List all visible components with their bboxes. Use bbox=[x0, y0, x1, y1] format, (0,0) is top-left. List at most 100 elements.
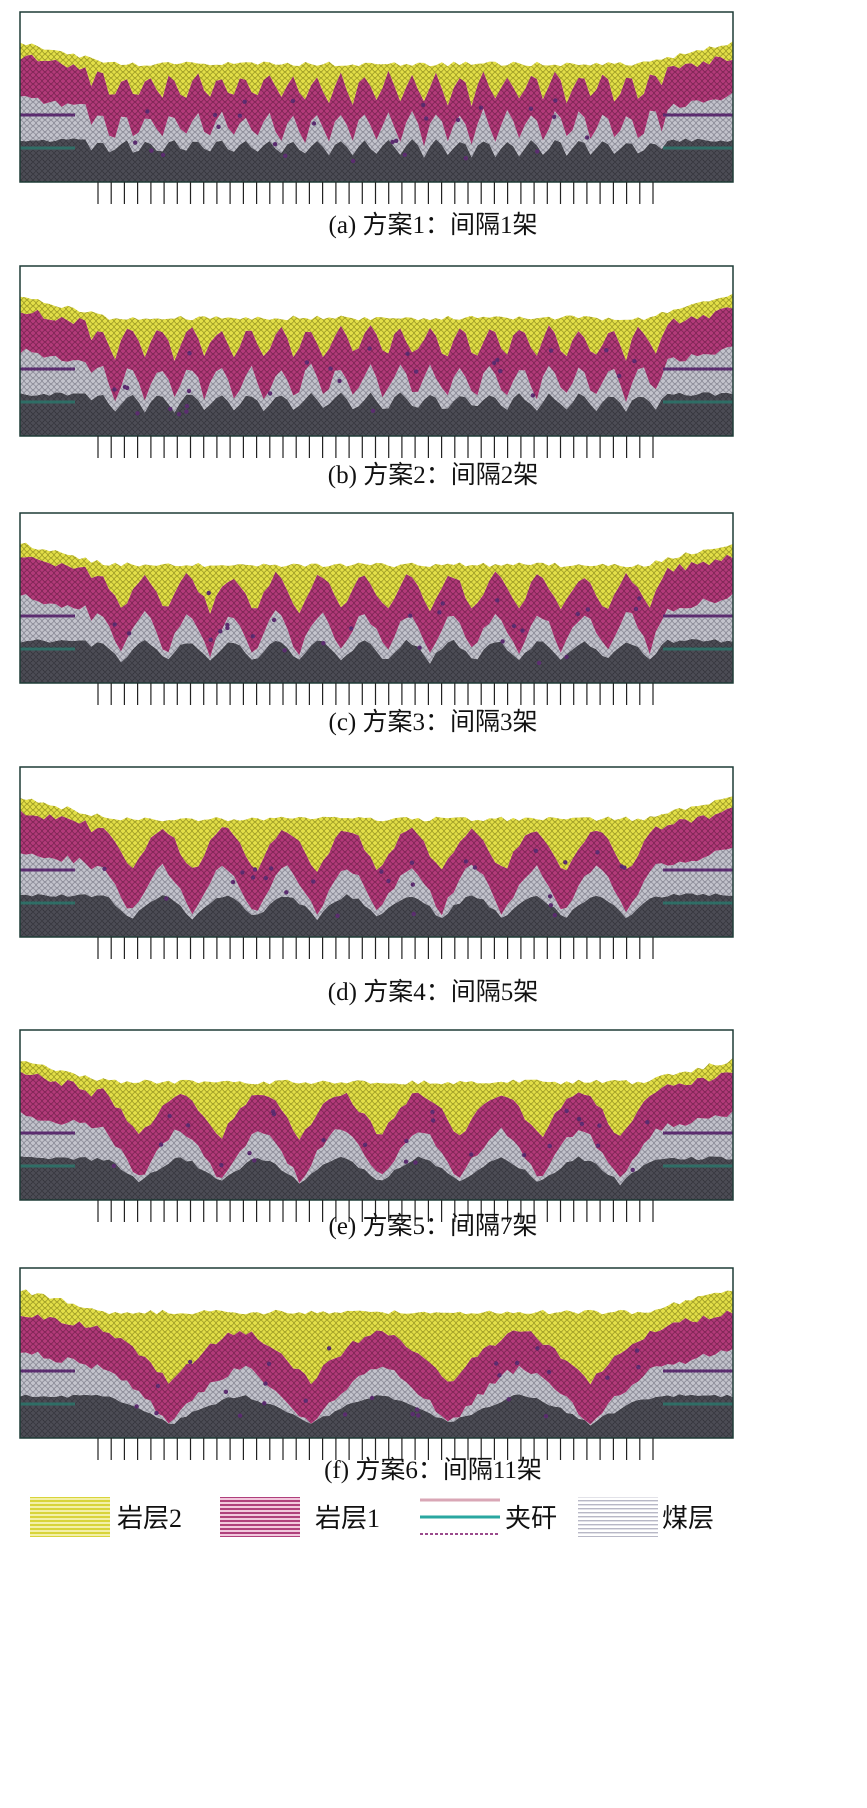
particle bbox=[303, 1398, 308, 1403]
particle bbox=[563, 860, 568, 865]
rock2-layer bbox=[20, 542, 733, 614]
particle bbox=[240, 870, 245, 875]
particle bbox=[237, 113, 243, 118]
rock2-layer bbox=[20, 796, 733, 872]
panel-caption-e: (e) 方案5：间隔7架 bbox=[329, 1212, 538, 1240]
particle bbox=[548, 348, 554, 353]
particle bbox=[413, 1160, 418, 1165]
floor-layer bbox=[20, 639, 733, 683]
particle bbox=[437, 610, 442, 615]
particle bbox=[267, 391, 273, 396]
legend-item-rock1: 岩层1 bbox=[220, 1497, 380, 1537]
particle bbox=[271, 1111, 277, 1117]
particle bbox=[282, 648, 287, 653]
particle bbox=[630, 1167, 635, 1173]
particle bbox=[237, 1413, 243, 1418]
particle bbox=[405, 351, 410, 356]
legend-item-rock2: 岩层2 bbox=[30, 1497, 182, 1537]
particle bbox=[135, 411, 140, 416]
panel-caption-d: (d) 方案4：间隔5架 bbox=[328, 978, 538, 1006]
particle bbox=[506, 1397, 511, 1402]
panel-caption-a: (a) 方案1：间隔1架 bbox=[329, 211, 538, 239]
particle bbox=[145, 109, 150, 114]
panel-c: (c) 方案3：间隔3架 bbox=[19, 512, 734, 736]
particle bbox=[500, 639, 505, 644]
particle bbox=[263, 1381, 268, 1386]
particle bbox=[370, 408, 376, 413]
particle bbox=[122, 384, 128, 390]
particle bbox=[595, 850, 600, 855]
particle bbox=[247, 1150, 252, 1156]
grey-dotted-swatch bbox=[578, 1497, 658, 1537]
particle bbox=[133, 140, 138, 145]
rock2-layer bbox=[20, 1289, 733, 1385]
particle bbox=[595, 1143, 601, 1148]
particle bbox=[167, 1113, 172, 1119]
floor-layer bbox=[20, 893, 733, 937]
particle bbox=[328, 366, 333, 371]
legend-item-interlayer: 夹矸 bbox=[420, 1498, 557, 1535]
panel-b: (b) 方案2：间隔2架 bbox=[19, 265, 734, 489]
particle bbox=[230, 879, 236, 885]
particle bbox=[552, 913, 557, 918]
particle bbox=[266, 1361, 272, 1367]
particle bbox=[576, 1116, 582, 1122]
floor-layer bbox=[20, 1156, 733, 1200]
coal-layer bbox=[20, 847, 733, 921]
particle bbox=[242, 99, 247, 105]
particle bbox=[632, 358, 637, 364]
particle bbox=[134, 1404, 139, 1409]
particle bbox=[112, 622, 117, 627]
particle bbox=[402, 152, 407, 157]
particle bbox=[263, 875, 268, 881]
particle bbox=[102, 866, 107, 871]
particle bbox=[645, 1120, 650, 1125]
particle bbox=[495, 357, 500, 363]
particle bbox=[605, 1375, 610, 1380]
particle bbox=[597, 1123, 602, 1128]
panel-caption-b: (b) 方案2：间隔2架 bbox=[328, 461, 538, 489]
particle bbox=[564, 654, 569, 660]
particle bbox=[408, 613, 413, 618]
particle bbox=[548, 903, 553, 908]
particle bbox=[208, 637, 213, 642]
particle bbox=[369, 1395, 375, 1401]
particle bbox=[463, 156, 468, 161]
legend: 岩层2 岩层1 夹矸 煤层 bbox=[30, 1497, 714, 1537]
particle bbox=[585, 607, 591, 612]
panel-a: (a) 方案1：间隔1架 bbox=[19, 11, 734, 239]
panel-caption-c: (c) 方案3：间隔3架 bbox=[329, 708, 538, 736]
particle bbox=[164, 896, 169, 901]
particle bbox=[634, 1348, 640, 1353]
particle bbox=[269, 866, 274, 871]
particle bbox=[547, 1143, 552, 1149]
particle bbox=[160, 152, 166, 158]
particle bbox=[431, 1118, 436, 1123]
particle bbox=[290, 98, 296, 104]
particle bbox=[187, 351, 192, 356]
particle bbox=[533, 848, 538, 853]
particle bbox=[440, 601, 445, 606]
particle bbox=[511, 623, 517, 629]
rock1-layer bbox=[20, 1310, 733, 1425]
particle bbox=[184, 409, 189, 414]
particle bbox=[154, 1410, 159, 1416]
particle bbox=[497, 1373, 502, 1378]
teal-lines-swatch bbox=[420, 1498, 500, 1535]
panel-frame bbox=[19, 766, 734, 938]
yellow-hatch-swatch bbox=[30, 1497, 110, 1537]
particle bbox=[216, 124, 221, 129]
particle bbox=[250, 634, 256, 639]
particle bbox=[155, 1383, 161, 1389]
particle bbox=[535, 149, 540, 154]
particle bbox=[272, 142, 278, 147]
particle bbox=[311, 879, 316, 884]
particle bbox=[514, 1360, 520, 1366]
particle bbox=[271, 617, 277, 623]
particle bbox=[543, 1414, 549, 1419]
particle bbox=[633, 606, 639, 612]
particle bbox=[553, 98, 558, 103]
particle bbox=[617, 373, 622, 379]
rock1-layer bbox=[20, 54, 733, 147]
particle bbox=[403, 1159, 409, 1164]
